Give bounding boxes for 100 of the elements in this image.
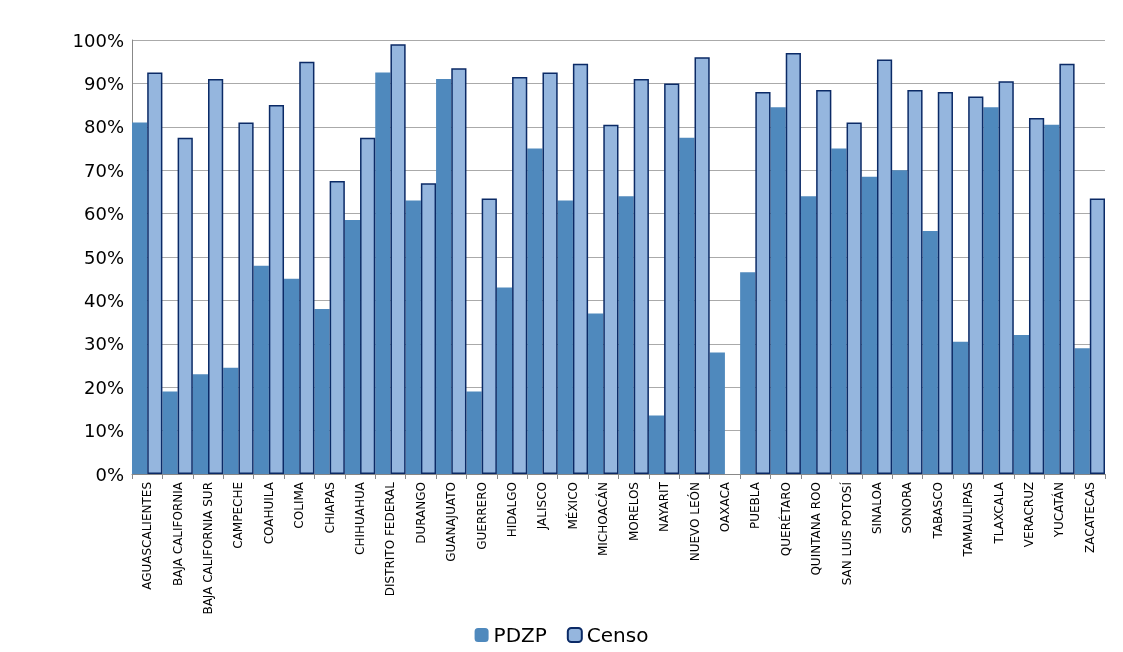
y-tick-label: 100% bbox=[72, 29, 124, 51]
y-tick-label: 40% bbox=[83, 289, 124, 311]
bar bbox=[633, 79, 649, 474]
x-tick-label: NAYARIT bbox=[657, 481, 672, 533]
bar bbox=[420, 183, 437, 474]
bar bbox=[846, 122, 862, 474]
x-tick-label: TLAXCALA bbox=[991, 481, 1006, 545]
y-tick-label: 0% bbox=[95, 463, 124, 485]
bar bbox=[481, 198, 497, 474]
bar bbox=[162, 391, 178, 474]
legend-label: PDZP bbox=[493, 623, 547, 647]
bar bbox=[223, 367, 239, 474]
bar bbox=[892, 170, 908, 474]
bar bbox=[132, 122, 148, 474]
x-tick-label: VERACRUZ bbox=[1021, 482, 1036, 548]
y-tick-label: 70% bbox=[83, 159, 124, 181]
bar bbox=[603, 124, 619, 474]
bar bbox=[1013, 335, 1029, 474]
bar bbox=[436, 79, 452, 474]
x-tick-label: CHIHUAHUA bbox=[353, 481, 368, 555]
bar bbox=[208, 79, 224, 474]
bar bbox=[709, 352, 725, 474]
x-tick-label: SAN LUIS POTOSÍ bbox=[838, 481, 854, 586]
x-tick-label: CAMPECHE bbox=[231, 482, 246, 549]
bar bbox=[314, 309, 330, 474]
bar bbox=[998, 81, 1014, 474]
bar bbox=[147, 72, 163, 474]
bar bbox=[755, 92, 771, 474]
bar bbox=[800, 196, 817, 474]
bar bbox=[907, 89, 923, 474]
x-tick-label: DISTRITO FEDERAL bbox=[383, 481, 398, 597]
x-tick-label: SONORA bbox=[900, 481, 915, 534]
x-tick-label: COAHUILA bbox=[261, 481, 276, 545]
bar bbox=[466, 391, 482, 474]
bar bbox=[816, 89, 832, 474]
x-tick-label: GUANAJUATO bbox=[444, 482, 459, 562]
bar bbox=[983, 107, 999, 474]
x-tick-label: HIDALGO bbox=[505, 482, 520, 538]
bar bbox=[405, 200, 421, 474]
y-tick-label: 50% bbox=[83, 246, 124, 268]
x-tick-label: PUEBLA bbox=[748, 481, 763, 530]
x-tick-label: YUCATÁN bbox=[1051, 482, 1067, 539]
bar bbox=[588, 313, 604, 474]
x-tick-label: CHIAPAS bbox=[322, 482, 337, 534]
y-tick-label: 10% bbox=[83, 420, 124, 442]
bar bbox=[1044, 124, 1060, 474]
x-tick-label: MORELOS bbox=[626, 482, 641, 542]
x-tick-label: JALISCO bbox=[535, 482, 550, 531]
bar bbox=[268, 105, 285, 474]
bar bbox=[861, 176, 877, 474]
bar bbox=[360, 137, 376, 474]
x-tick-label: COLIMA bbox=[292, 481, 307, 529]
y-tick-label: 30% bbox=[83, 333, 124, 355]
x-tick-label: BAJA CALIFORNIA bbox=[170, 481, 185, 587]
x-tick-label: OAXACA bbox=[717, 481, 732, 533]
bar bbox=[648, 415, 665, 474]
bar bbox=[390, 44, 406, 474]
bar bbox=[527, 148, 543, 474]
bar bbox=[192, 374, 209, 474]
bar bbox=[253, 265, 269, 474]
x-tick-label: BAJA CALIFORNIA SUR bbox=[201, 482, 216, 615]
bar bbox=[512, 76, 528, 474]
bar bbox=[952, 341, 969, 474]
bar bbox=[557, 200, 573, 474]
bar bbox=[496, 287, 513, 474]
y-tick-label: 80% bbox=[83, 116, 124, 138]
bar bbox=[375, 72, 391, 474]
bar bbox=[1074, 348, 1090, 474]
x-tick-label: MÉXICO bbox=[564, 482, 580, 530]
bar bbox=[922, 230, 938, 474]
bar bbox=[876, 59, 893, 474]
x-tick-label: MICHOACÁN bbox=[595, 482, 611, 557]
bar bbox=[572, 63, 589, 474]
x-tick-label: GUERRERO bbox=[474, 482, 489, 550]
x-tick-label: AGUASCALIENTES bbox=[140, 482, 155, 590]
y-tick-label: 90% bbox=[83, 72, 124, 94]
bar bbox=[1059, 63, 1075, 474]
x-tick-label: TAMAULIPAS bbox=[961, 482, 976, 558]
bar bbox=[177, 137, 193, 474]
legend-label: Censo bbox=[586, 623, 649, 647]
x-tick-label: SINALOA bbox=[869, 481, 884, 535]
bar bbox=[770, 107, 786, 474]
bar bbox=[618, 196, 634, 474]
bar bbox=[968, 96, 984, 474]
bar bbox=[299, 61, 315, 474]
x-tick-label: QUINTANA ROO bbox=[809, 482, 824, 576]
bar bbox=[785, 53, 801, 474]
bar bbox=[679, 137, 695, 474]
bar bbox=[1028, 118, 1045, 474]
bar bbox=[329, 181, 345, 474]
bar bbox=[937, 92, 953, 474]
y-tick-label: 60% bbox=[83, 203, 124, 225]
x-tick-label: DURANGO bbox=[413, 482, 428, 544]
bar bbox=[284, 278, 300, 474]
x-tick-label: ZACATECAS bbox=[1082, 482, 1097, 553]
bar bbox=[238, 122, 254, 474]
bar bbox=[831, 148, 847, 474]
bar bbox=[451, 68, 467, 474]
bar bbox=[1089, 198, 1105, 474]
y-tick-label: 20% bbox=[83, 376, 124, 398]
